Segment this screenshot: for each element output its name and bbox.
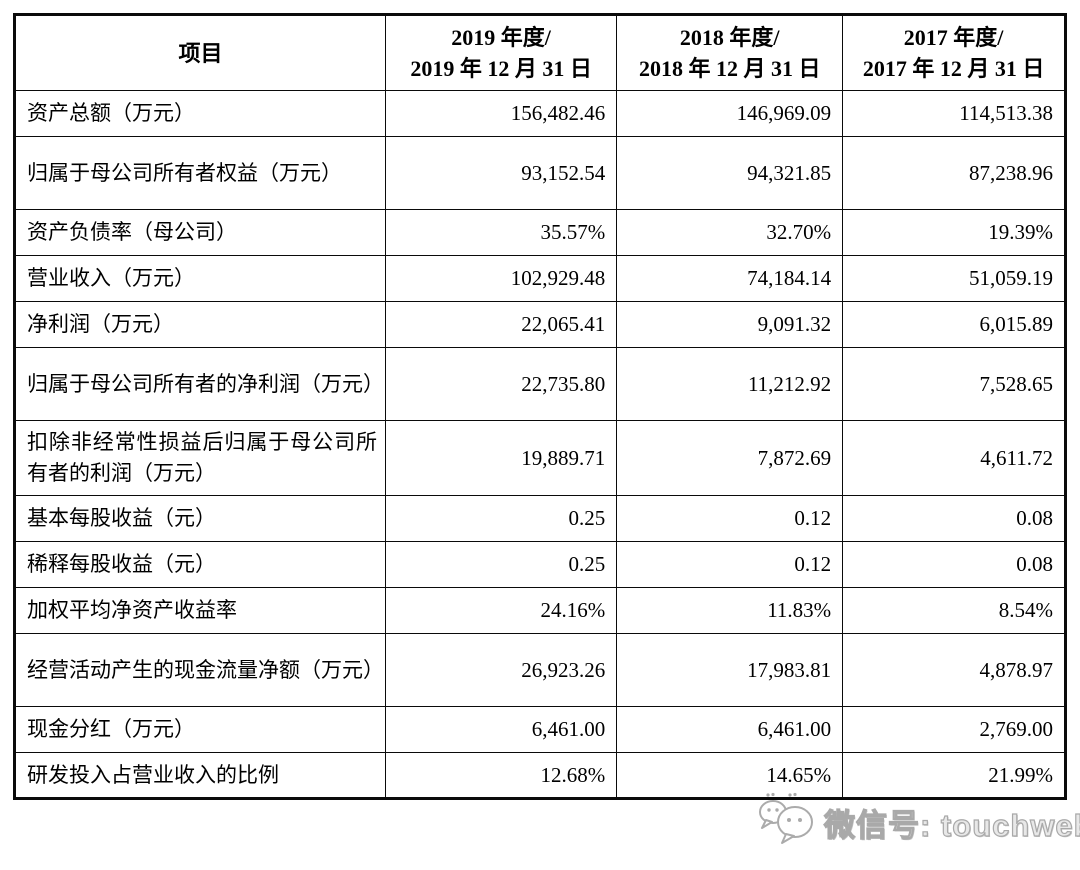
value-2018: 146,969.09: [616, 90, 844, 137]
value-2017: 51,059.19: [842, 255, 1066, 302]
header-cell-2017: 2017 年度/ 2017 年 12 月 31 日: [842, 14, 1066, 91]
row-label: 扣除非经常性损益后归属于母公司所有者的利润（万元）: [14, 420, 386, 496]
period-2017-line2: 2017 年 12 月 31 日: [862, 56, 1045, 81]
row-label: 稀释每股收益（元）: [14, 541, 386, 588]
value-2018: 32.70%: [616, 209, 844, 256]
value-2018: 17,983.81: [616, 633, 844, 707]
value-2018: 94,321.85: [616, 136, 844, 210]
value-2017: 19.39%: [842, 209, 1066, 256]
row-label: 加权平均净资产收益率: [14, 587, 386, 634]
value-2017: 2,769.00: [842, 706, 1066, 753]
value-2019: 93,152.54: [384, 136, 618, 210]
period-2019-line1: 2019 年度/: [451, 25, 551, 50]
row-label: 现金分红（万元）: [14, 706, 386, 753]
period-2017-line1: 2017 年度/: [903, 25, 1004, 50]
table-row-cash-dividend: 现金分红（万元） 6,461.00 6,461.00 2,769.00: [14, 706, 1066, 753]
table-row-non-recurring-profit: 扣除非经常性损益后归属于母公司所有者的利润（万元） 19,889.71 7,87…: [14, 420, 1066, 496]
value-2017: 0.08: [842, 495, 1066, 542]
value-2017: 8.54%: [842, 587, 1066, 634]
header-cell-2018: 2018 年度/ 2018 年 12 月 31 日: [616, 14, 844, 91]
value-2017: 21.99%: [842, 752, 1066, 799]
value-2019: 12.68%: [384, 752, 618, 799]
table-row-rd-ratio: 研发投入占营业收入的比例 12.68% 14.65% 21.99%: [14, 752, 1066, 799]
value-2019: 0.25: [384, 541, 618, 588]
value-2019: 6,461.00: [384, 706, 618, 753]
table-row-parent-equity: 归属于母公司所有者权益（万元） 93,152.54 94,321.85 87,2…: [14, 136, 1066, 210]
period-2019-line2: 2019 年 12 月 31 日: [410, 56, 592, 81]
value-2018: 11,212.92: [616, 347, 844, 421]
period-2018-line1: 2018 年度/: [679, 25, 780, 50]
value-2017: 87,238.96: [842, 136, 1066, 210]
value-2017: 7,528.65: [842, 347, 1066, 421]
value-2019: 156,482.46: [384, 90, 618, 137]
table-row-diluted-eps: 稀释每股收益（元） 0.25 0.12 0.08: [14, 541, 1066, 588]
value-2019: 22,065.41: [384, 301, 618, 348]
value-2019: 19,889.71: [384, 420, 618, 496]
value-2017: 6,015.89: [842, 301, 1066, 348]
period-2018-line2: 2018 年 12 月 31 日: [638, 56, 821, 81]
item-header-label: 项目: [178, 40, 223, 66]
value-2018: 11.83%: [616, 587, 844, 634]
value-2017: 114,513.38: [842, 90, 1066, 137]
value-2017: 4,878.97: [842, 633, 1066, 707]
value-2019: 102,929.48: [384, 255, 618, 302]
watermark-text: 微信号: touchweb: [823, 807, 1080, 843]
value-2017: 4,611.72: [842, 420, 1066, 496]
value-2019: 22,735.80: [384, 347, 618, 421]
watermark: 微信号: touchweb: [756, 792, 1080, 853]
wechat-icon: [756, 792, 818, 853]
value-2018: 0.12: [616, 495, 844, 542]
row-label: 研发投入占营业收入的比例: [14, 752, 386, 799]
table-row-revenue: 营业收入（万元） 102,929.48 74,184.14 51,059.19: [14, 255, 1066, 302]
row-label: 归属于母公司所有者的净利润（万元）: [14, 347, 386, 421]
value-2019: 24.16%: [384, 587, 618, 634]
table-row-operating-cashflow: 经营活动产生的现金流量净额（万元） 26,923.26 17,983.81 4,…: [14, 633, 1066, 707]
value-2018: 0.12: [616, 541, 844, 588]
value-2019: 26,923.26: [384, 633, 618, 707]
table-row-basic-eps: 基本每股收益（元） 0.25 0.12 0.08: [14, 495, 1066, 542]
value-2018: 9,091.32: [616, 301, 844, 348]
value-2018: 6,461.00: [616, 706, 844, 753]
table-row-total-assets: 资产总额（万元） 156,482.46 146,969.09 114,513.3…: [14, 90, 1066, 137]
value-2019: 35.57%: [384, 209, 618, 256]
table-row-debt-ratio: 资产负债率（母公司） 35.57% 32.70% 19.39%: [14, 209, 1066, 256]
row-label: 营业收入（万元）: [14, 255, 386, 302]
header-row: 项目 2019 年度/ 2019 年 12 月 31 日 2018 年度/ 20…: [14, 14, 1066, 91]
value-2018: 74,184.14: [616, 255, 844, 302]
row-label: 经营活动产生的现金流量净额（万元）: [14, 633, 386, 707]
value-2017: 0.08: [842, 541, 1066, 588]
value-2019: 0.25: [384, 495, 618, 542]
row-label: 资产总额（万元）: [14, 90, 386, 137]
table-row-parent-net-profit: 归属于母公司所有者的净利润（万元） 22,735.80 11,212.92 7,…: [14, 347, 1066, 421]
row-label: 归属于母公司所有者权益（万元）: [14, 136, 386, 210]
table-row-weighted-roe: 加权平均净资产收益率 24.16% 11.83% 8.54%: [14, 587, 1066, 634]
header-cell-2019: 2019 年度/ 2019 年 12 月 31 日: [384, 14, 618, 91]
row-label: 净利润（万元）: [14, 301, 386, 348]
value-2018: 7,872.69: [616, 420, 844, 496]
row-label: 资产负债率（母公司）: [14, 209, 386, 256]
row-label: 基本每股收益（元）: [14, 495, 386, 542]
financial-summary-table: 项目 2019 年度/ 2019 年 12 月 31 日 2018 年度/ 20…: [13, 13, 1067, 800]
value-2018: 14.65%: [616, 752, 844, 799]
table-row-net-profit: 净利润（万元） 22,065.41 9,091.32 6,015.89: [14, 301, 1066, 348]
header-cell-item: 项目: [14, 14, 386, 91]
